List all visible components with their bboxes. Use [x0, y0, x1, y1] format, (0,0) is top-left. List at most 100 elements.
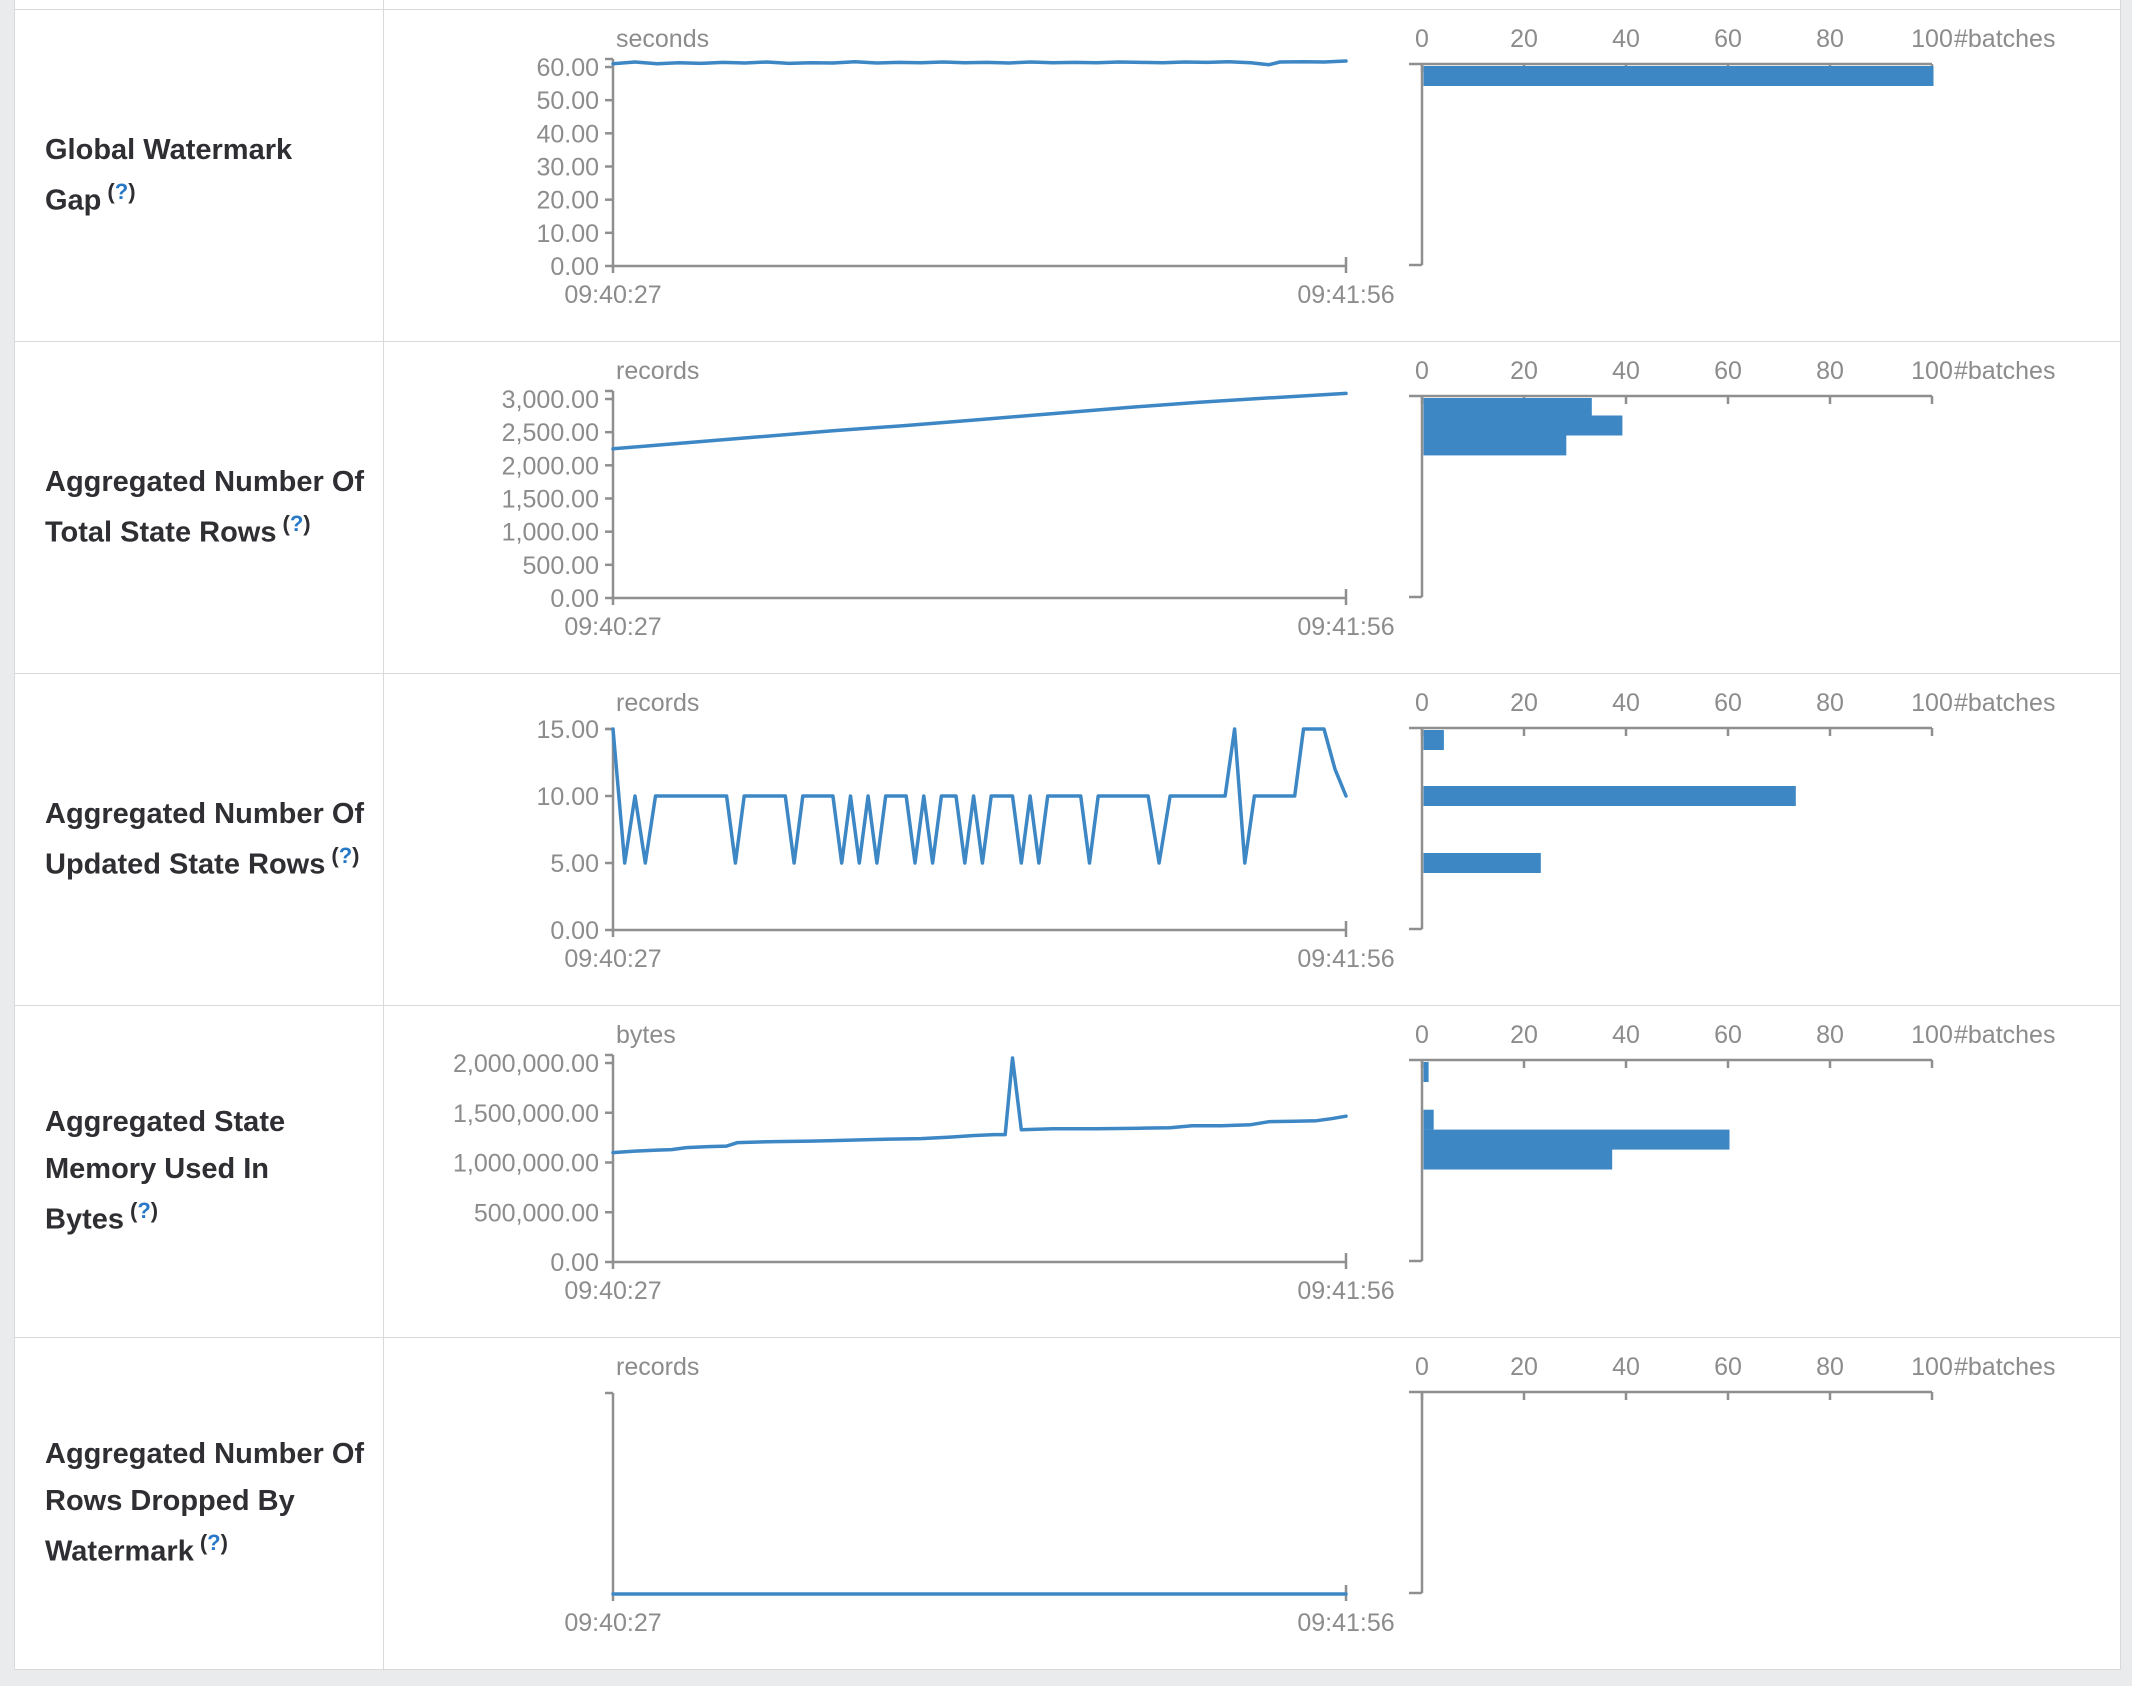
help-link[interactable]: (?)	[331, 843, 359, 868]
metric-label-cell: Global Watermark Gap (?)	[15, 10, 384, 341]
histogram-bar	[1423, 1129, 1730, 1150]
histogram-axis-tick-label: 60	[1714, 25, 1742, 53]
histogram-axis-tick-label: 20	[1510, 357, 1538, 385]
histogram-axis-tick-label: 60	[1714, 1021, 1742, 1049]
help-paren-close: )	[220, 1530, 228, 1556]
y-axis-tick-label: 2,000.00	[502, 452, 599, 480]
metric-label: Aggregated State Memory Used In Bytes (?)	[45, 1099, 375, 1244]
metric-name: Global Watermark Gap	[45, 133, 293, 217]
histogram-axis-tick-label: 100	[1911, 689, 1953, 717]
help-link[interactable]: (?)	[130, 1198, 158, 1223]
metric-label: Aggregated Number Of Updated State Rows(…	[45, 791, 375, 889]
metric-name: Aggregated Number Of Total State Rows	[45, 465, 365, 549]
histogram-units-label: #batches	[1954, 1021, 2055, 1049]
y-axis-tick-label: 500.00	[523, 552, 599, 580]
histogram-axis-tick-label: 80	[1816, 1353, 1844, 1381]
y-axis-tick-label: 0.00	[550, 253, 599, 281]
metric-label-cell: Aggregated Number Of Updated State Rows(…	[15, 674, 384, 1005]
metric-name: Aggregated State Memory Used In Bytes	[45, 1106, 286, 1236]
histogram-axis-tick-label: 100	[1911, 25, 1953, 53]
histogram-axis-tick-label: 0	[1415, 1353, 1429, 1381]
histogram-bar	[1423, 786, 1796, 806]
help-link[interactable]: (?)	[200, 1530, 228, 1555]
x-axis-end-time: 09:41:56	[1297, 1609, 1394, 1637]
histogram-axis-tick-label: 60	[1714, 689, 1742, 717]
timeline-units-label: records	[616, 357, 699, 385]
help-paren-open: (	[107, 178, 115, 204]
histogram-axis-tick-label: 20	[1510, 1353, 1538, 1381]
y-axis-tick-label: 500,000.00	[474, 1199, 599, 1227]
metric-charts: records 09:40:27 09:41:56 0 20 40 60 80 100 #batc…	[384, 1338, 2120, 1669]
timeline-series-line	[611, 391, 1348, 451]
timeline-series-line	[611, 727, 1348, 865]
help-paren-open: (	[199, 1530, 208, 1556]
histogram-bar	[1423, 1062, 1429, 1082]
histogram-bar	[1423, 730, 1444, 750]
help-paren-close: )	[128, 178, 136, 204]
histogram-axis-tick-label: 60	[1714, 1353, 1742, 1381]
y-axis-tick-label: 2,000,000.00	[453, 1050, 599, 1078]
x-axis-start-time: 09:40:27	[564, 613, 661, 641]
histogram-axis-tick-label: 80	[1816, 25, 1844, 53]
timeline-series-line	[611, 59, 1348, 67]
histogram-bar	[1423, 66, 1934, 86]
metric-row-3: Aggregated Number Of Updated State Rows(…	[15, 673, 2120, 1005]
x-axis-start-time: 09:40:27	[564, 945, 661, 973]
y-axis-tick-label: 15.00	[536, 716, 599, 744]
y-axis-tick-label: 1,000.00	[502, 519, 599, 547]
histogram-units-label: #batches	[1954, 25, 2055, 53]
help-link[interactable]: (?)	[283, 511, 311, 536]
y-axis-tick-label: 0.00	[550, 585, 599, 613]
help-question-icon: ?	[137, 1198, 151, 1224]
help-paren-close: )	[150, 1198, 159, 1224]
histogram-axis-tick-label: 40	[1612, 1021, 1640, 1049]
histogram-axis-tick-label: 20	[1510, 1021, 1538, 1049]
metric-label-cell: Aggregated Number Of Total State Rows (?)	[15, 342, 384, 673]
help-question-icon: ?	[338, 842, 353, 868]
y-axis-tick-label: 0.00	[550, 917, 599, 945]
histogram-axis-tick-label: 0	[1415, 689, 1429, 717]
y-axis-tick-label: 1,000,000.00	[453, 1150, 599, 1178]
metric-charts: seconds 60.00 50.00 40.00 30.00 20.00 10.00 0.0…	[384, 10, 2120, 341]
histogram-axis-tick-label: 0	[1415, 357, 1429, 385]
x-axis-end-time: 09:41:56	[1297, 613, 1394, 641]
help-link[interactable]: (?)	[107, 179, 135, 204]
histogram-bar	[1423, 415, 1623, 436]
metric-name: Aggregated Number Of Rows Dropped By Wat…	[45, 1438, 365, 1568]
histogram-axis-tick-label: 40	[1612, 689, 1640, 717]
y-axis-tick-label: 10.00	[536, 220, 599, 248]
metric-row-1: Global Watermark Gap (?) seconds 60.00 50.0…	[15, 9, 2120, 341]
y-axis-tick-label: 1,500,000.00	[453, 1100, 599, 1128]
histogram-axis-tick-label: 60	[1714, 357, 1742, 385]
histogram-bar	[1423, 853, 1541, 873]
timeline-units-label: records	[616, 689, 699, 717]
y-axis-tick-label: 1,500.00	[502, 486, 599, 514]
y-axis-tick-label: 3,000.00	[502, 386, 599, 414]
metric-label-cell: Aggregated Number Of Rows Dropped By Wat…	[15, 1338, 384, 1669]
partial-chart-cell	[384, 0, 2120, 9]
help-question-icon: ?	[114, 178, 129, 204]
y-axis-tick-label: 40.00	[536, 120, 599, 148]
histogram-units-label: #batches	[1954, 357, 2055, 385]
x-axis-end-time: 09:41:56	[1297, 281, 1394, 309]
histogram-axis-tick-label: 100	[1911, 357, 1953, 385]
y-axis-tick-label: 2,500.00	[502, 419, 599, 447]
metric-row-4: Aggregated State Memory Used In Bytes (?)…	[15, 1005, 2120, 1337]
help-paren-open: (	[130, 1198, 138, 1224]
histogram-axis-tick-label: 40	[1612, 25, 1640, 53]
y-axis-tick-label: 50.00	[536, 87, 599, 115]
timeline-units-label: seconds	[616, 25, 709, 53]
timeline-series-line	[611, 1056, 1348, 1155]
histogram-axis-tick-label: 100	[1911, 1021, 1953, 1049]
metric-label: Aggregated Number Of Rows Dropped By Wat…	[45, 1431, 375, 1576]
partial-label-cell	[15, 0, 384, 9]
histogram-axis-tick-label: 0	[1415, 25, 1429, 53]
y-axis-tick-label: 10.00	[536, 783, 599, 811]
histogram-axis-tick-label: 40	[1612, 1353, 1640, 1381]
histogram-axis-tick-label: 80	[1816, 357, 1844, 385]
histogram-units-label: #batches	[1954, 1353, 2055, 1381]
histogram-bar	[1423, 1109, 1434, 1130]
y-axis-tick-label: 5.00	[550, 850, 599, 878]
metric-row-5: Aggregated Number Of Rows Dropped By Wat…	[15, 1337, 2120, 1669]
